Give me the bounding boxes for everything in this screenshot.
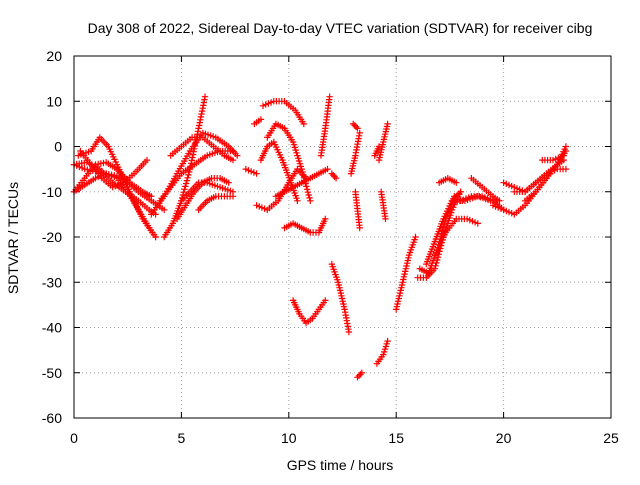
point-markers — [259, 98, 307, 128]
point-markers — [393, 233, 419, 313]
y-tick-label: -10 — [42, 184, 62, 200]
series-arc20 — [272, 165, 331, 200]
series-arc25 — [328, 260, 353, 336]
point-markers — [431, 215, 481, 259]
x-tick-label: 0 — [70, 430, 78, 446]
point-markers — [436, 175, 460, 186]
y-tick-label: 0 — [54, 139, 62, 155]
series-arc44 — [500, 165, 570, 195]
series-arc31 — [375, 120, 391, 164]
point-markers — [148, 129, 241, 218]
y-tick-label: 20 — [46, 48, 62, 64]
series-arc33 — [373, 337, 391, 367]
series-arc09 — [156, 147, 237, 204]
axis-ticks: 0 5 10 15 20 25 -60 -50 -40 -30 -20 -10 0 10 20 — [42, 48, 619, 446]
chart-title: Day 308 of 2022, Sidereal Day-to-day VTE… — [88, 20, 593, 36]
point-markers — [500, 165, 570, 195]
point-markers — [539, 152, 567, 164]
point-markers — [317, 93, 333, 159]
x-tick-label: 15 — [388, 430, 404, 446]
x-tick-label: 10 — [281, 430, 297, 446]
series-arc34 — [393, 233, 419, 313]
point-markers — [423, 188, 464, 268]
series-arc07 — [161, 93, 209, 241]
x-tick-label: 5 — [178, 430, 186, 446]
x-axis-label: GPS time / hours — [287, 457, 394, 473]
y-tick-label: -40 — [42, 320, 62, 336]
point-markers — [251, 116, 265, 128]
point-markers — [272, 165, 331, 200]
series-arc23 — [317, 93, 333, 159]
point-markers — [328, 170, 340, 182]
point-markers — [289, 297, 329, 327]
point-markers — [375, 120, 391, 164]
series-arc29 — [354, 369, 365, 381]
series-arc10 — [167, 134, 237, 164]
point-markers — [161, 93, 209, 241]
series-arc37 — [423, 188, 464, 268]
series-arc22 — [289, 297, 329, 327]
series-arc47 — [539, 152, 567, 164]
y-tick-label: -20 — [42, 229, 62, 245]
series-arc12 — [178, 179, 237, 204]
series-arc26 — [347, 129, 363, 177]
y-tick-label: -50 — [42, 365, 62, 381]
point-markers — [354, 369, 365, 381]
point-markers — [156, 147, 237, 204]
point-markers — [195, 193, 237, 214]
series-arc13 — [195, 193, 237, 214]
point-markers — [350, 120, 361, 132]
point-markers — [242, 165, 260, 177]
plot-frame — [73, 55, 612, 419]
x-tick-label: 25 — [603, 430, 619, 446]
series-arc14 — [242, 165, 260, 177]
series-arc19 — [253, 165, 310, 214]
series-arc06 — [77, 147, 151, 191]
series-arc32 — [378, 188, 389, 223]
y-axis-label: SDTVAR / TECUs — [5, 182, 21, 294]
y-tick-label: 10 — [46, 93, 62, 109]
point-markers — [281, 215, 329, 236]
series-arc21 — [281, 215, 329, 236]
series-arc08 — [148, 129, 241, 218]
point-markers — [378, 188, 389, 223]
series-arc38 — [431, 215, 481, 259]
point-markers — [178, 179, 237, 204]
series-arc28 — [352, 188, 363, 232]
series-arc27 — [350, 120, 361, 132]
point-markers — [468, 175, 503, 204]
grid-lines — [74, 56, 611, 418]
point-markers — [167, 134, 237, 164]
series-arc24 — [328, 170, 340, 182]
point-markers — [352, 188, 363, 232]
point-markers — [347, 129, 363, 177]
x-tick-label: 20 — [496, 430, 512, 446]
series-arc39 — [436, 175, 460, 186]
point-markers — [521, 143, 570, 204]
point-markers — [77, 147, 151, 191]
point-markers — [253, 165, 310, 214]
y-tick-label: -60 — [42, 410, 62, 426]
data-points — [70, 93, 570, 381]
series-arc42 — [468, 175, 503, 204]
series-arc15 — [251, 116, 265, 128]
y-tick-label: -30 — [42, 274, 62, 290]
point-markers — [328, 260, 353, 336]
point-markers — [373, 337, 391, 367]
series-arc17 — [259, 98, 307, 128]
series-arc46 — [521, 143, 570, 204]
